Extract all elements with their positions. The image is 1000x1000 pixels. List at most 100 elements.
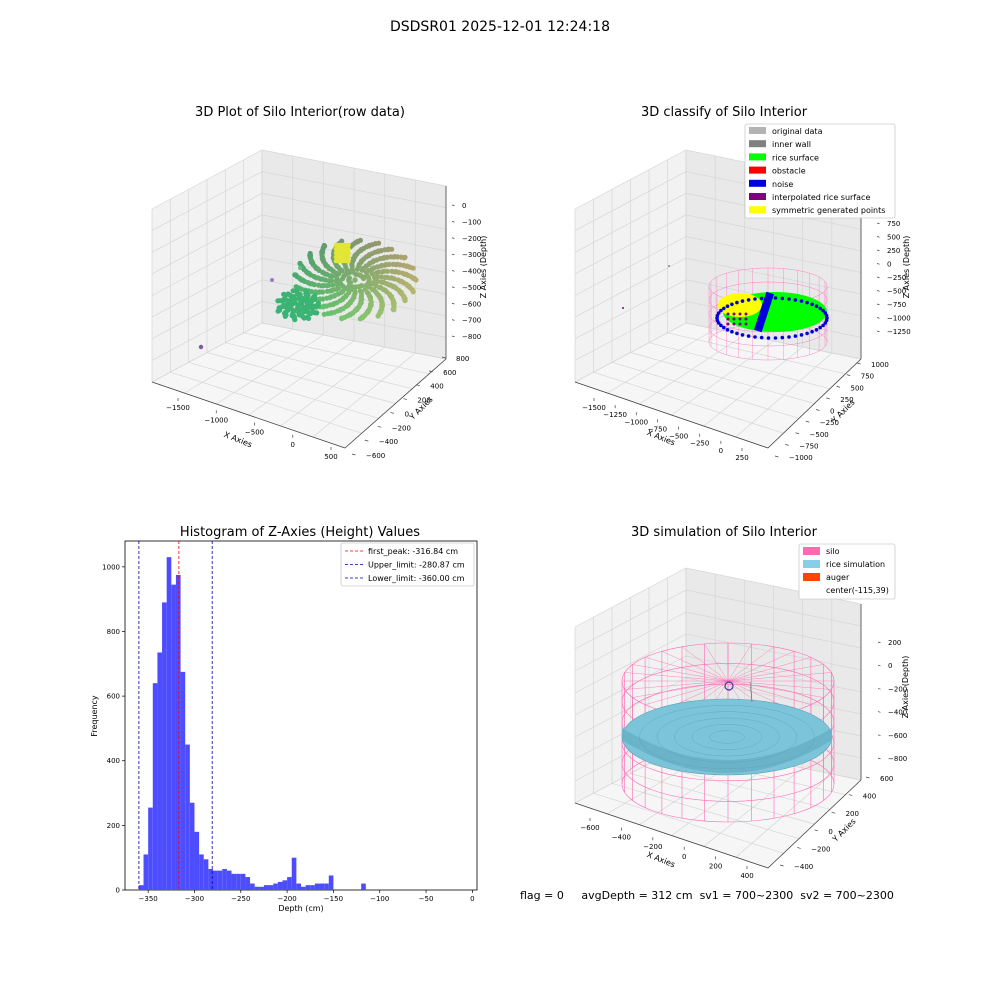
rice-mesh-ring (656, 711, 798, 763)
raw-data-point (328, 294, 334, 300)
histogram-bars (138, 557, 366, 891)
silo-roof-line (727, 680, 811, 705)
classify-point-cloud (622, 265, 829, 361)
raw-data-point (390, 306, 396, 312)
raw-data-point (308, 298, 314, 304)
histogram-bar (319, 883, 325, 890)
noise-point (730, 302, 734, 307)
raw-data-point (280, 303, 286, 310)
histogram-bar (328, 875, 334, 890)
legend-swatch (803, 573, 820, 581)
raw-data-point (291, 313, 297, 320)
noise-point (805, 300, 809, 305)
noise-point (818, 325, 822, 330)
raw-data-point (279, 298, 285, 304)
raw-data-point (299, 302, 305, 308)
x-tick-label: −100 (370, 895, 389, 903)
histogram-bar (226, 870, 232, 890)
raw-data-point (346, 275, 352, 281)
raw-data-point (410, 289, 416, 295)
cls-z-tick-label: 500 (887, 234, 900, 242)
cls-y-tick-mark (815, 409, 820, 411)
histogram-legend-box (340, 542, 475, 587)
raw-data-point (366, 261, 372, 267)
classify-x-ticks: −1500−1250−1000−750−500−250 0 250 (582, 398, 749, 462)
sim-x-tick-label: −200 (643, 843, 662, 851)
interpolated-point (738, 322, 742, 326)
histogram-bar (189, 802, 195, 890)
raw-data-point (375, 292, 381, 298)
noise-point (719, 308, 723, 313)
histogram-bar (314, 883, 320, 890)
simulation-z-label: Z Axies (Depth) (901, 656, 910, 719)
raw-data-point (365, 308, 371, 314)
cls-z-tick-mark (876, 330, 880, 333)
interpolated-point (732, 312, 736, 316)
silo-roof-line (727, 672, 832, 682)
noise-point (821, 323, 825, 328)
raw-z-tick-label: −300 (462, 251, 481, 259)
raw-point-cloud (198, 237, 419, 350)
histogram-bar (250, 883, 255, 890)
histogram-bar (259, 886, 264, 890)
cls-x-tick-label: −500 (669, 433, 688, 441)
raw-z-tick-label: −600 (462, 300, 481, 308)
legend-label: interpolated rice surface (772, 193, 870, 202)
raw-data-point (390, 300, 396, 306)
raw-data-point (295, 306, 301, 312)
raw-data-point (377, 308, 383, 314)
raw-data-point (324, 288, 330, 294)
avg-depth-text: avgDepth = 312 cm (581, 889, 693, 902)
sim-y-tick-mark (797, 847, 801, 849)
rice-simulation-side (622, 728, 832, 773)
raw-data-point (317, 289, 323, 295)
raw-data-point (395, 254, 401, 260)
histogram-panel: Histogram of Z-Axies (Height) Values −35… (90, 525, 478, 913)
histogram-bar (157, 652, 163, 890)
interpolated-point (738, 317, 742, 321)
histogram-bar (333, 889, 339, 890)
cls-z-tick-mark (876, 222, 880, 225)
silo-roof-line (661, 651, 729, 682)
sim-y-tick-label: −400 (794, 863, 813, 871)
raw-data-point (291, 308, 297, 314)
x-axis-line (151, 381, 346, 449)
raw-data-point (339, 268, 345, 274)
raw-z-tick-mark (451, 221, 455, 223)
raw-data-point (361, 275, 367, 282)
raw-data-point (358, 295, 364, 301)
center-axis-line (749, 681, 753, 703)
raw-data-point (401, 295, 407, 301)
raw-data-point (302, 296, 308, 302)
silo-roof-line (624, 672, 729, 682)
raw-z-label: Z Axies (Depth) (479, 236, 488, 299)
raw-data-point (337, 278, 343, 284)
y-tick-label: 800 (107, 628, 120, 636)
raw-y-tick-mark (416, 384, 420, 387)
legend-label: symmetric generated points (772, 206, 885, 215)
outlier-point (668, 265, 670, 267)
raw-data-point (311, 303, 317, 309)
noise-point (818, 306, 822, 311)
raw-z-tick-mark (451, 270, 455, 272)
raw-data-point (364, 289, 370, 295)
raw-data-point (349, 263, 355, 269)
wall-grid-line (151, 301, 447, 361)
rice-mesh-ring (709, 730, 745, 744)
raw-data-point (387, 293, 393, 299)
histogram-bar (217, 870, 223, 890)
raw-data-point (330, 282, 336, 288)
noise-point (814, 304, 819, 309)
raw-z-tick-mark (451, 204, 455, 207)
raw-data-point (320, 269, 326, 275)
raw-data-point (358, 259, 364, 265)
interpolated-point (732, 322, 736, 326)
histogram-bar (185, 744, 190, 890)
x-tick-label: −50 (419, 895, 434, 903)
sim-y-tick-mark (779, 864, 784, 867)
classify-legend-box (744, 123, 896, 219)
raw-data-point (320, 282, 326, 289)
wall-grid-line (151, 171, 447, 231)
flag-text: flag = 0 (520, 889, 564, 902)
raw-data-point (350, 269, 356, 275)
